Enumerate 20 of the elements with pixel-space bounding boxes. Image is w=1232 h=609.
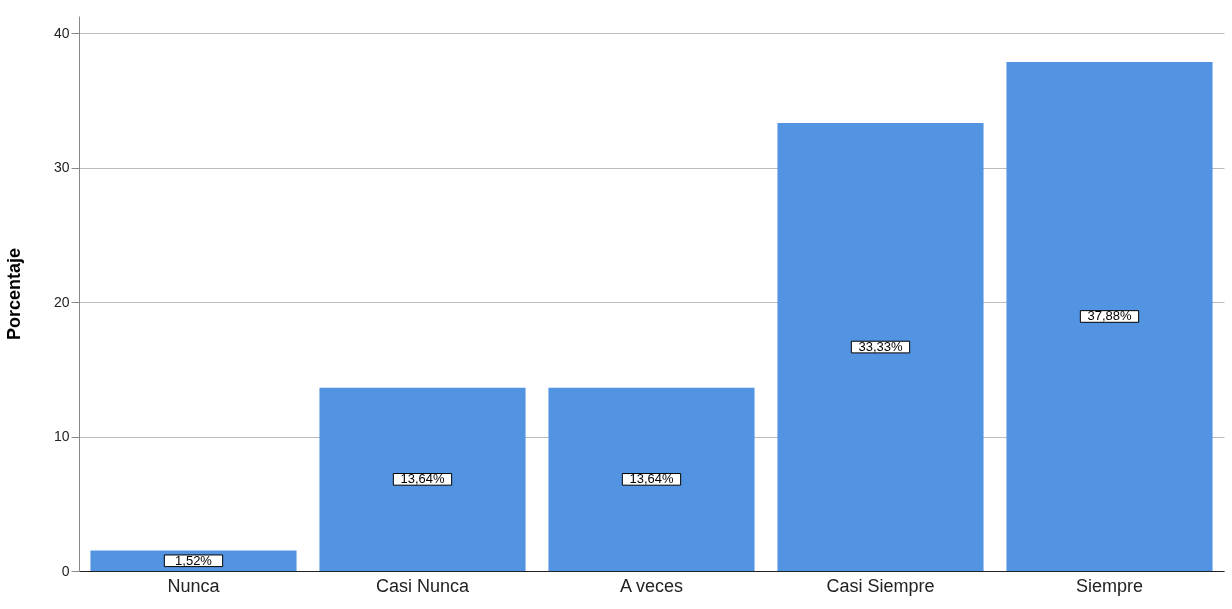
x-tick-label: Nunca: [167, 575, 221, 596]
x-tick-label: Siempre: [1075, 575, 1144, 596]
data-label: 37,88%: [1087, 308, 1132, 324]
x-tick-label: A veces: [619, 575, 684, 596]
data-label: 13,64%: [629, 471, 674, 487]
bar: [1006, 61, 1213, 571]
bar: [319, 387, 526, 571]
y-tick-label: 10: [53, 428, 70, 445]
y-tick-label: 20: [53, 293, 70, 310]
data-label: 1,52%: [175, 552, 213, 568]
y-tick-label: 30: [53, 159, 70, 176]
data-label: 33,33%: [858, 339, 903, 355]
bar: [777, 123, 984, 571]
data-label: 13,64%: [400, 471, 445, 487]
x-tick-label: Casi Siempre: [826, 575, 935, 596]
bar: [548, 387, 755, 571]
y-axis-title: Porcentaje: [3, 247, 24, 341]
x-tick-label: Casi Nunca: [375, 575, 471, 596]
y-tick-label: 0: [61, 562, 70, 579]
y-tick-label: 40: [53, 24, 70, 41]
